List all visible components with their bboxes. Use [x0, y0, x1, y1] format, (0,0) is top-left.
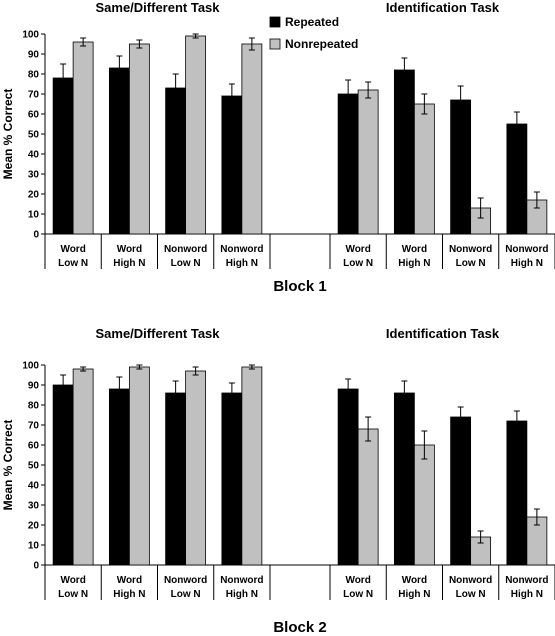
y-tick-label: 90	[28, 381, 40, 392]
bar-repeated	[52, 384, 74, 566]
y-tick-label: 100	[22, 361, 39, 372]
category-label-line-2: Low N	[58, 589, 88, 600]
category-label-line-2: High N	[511, 589, 543, 600]
category-label-line-2: High N	[113, 258, 145, 269]
y-tick-label: 30	[28, 501, 40, 512]
legend-label: Repeated	[285, 15, 339, 29]
y-tick-label: 30	[28, 170, 40, 181]
y-tick-label: 100	[22, 30, 39, 41]
bar-repeated	[506, 420, 528, 566]
category-label-line-1: Nonword	[220, 575, 263, 586]
bar-repeated	[221, 95, 243, 235]
category-label-line-2: Low N	[58, 258, 88, 269]
y-tick-label: 60	[28, 441, 40, 452]
legend-swatch-repeated	[269, 16, 281, 28]
y-tick-label: 10	[28, 210, 40, 221]
block-1-chart: 0 10 20 30 40 50 60 70 80 90 100 Mean % Correct Same…	[1, 0, 555, 295]
category-label-line-1: Nonword	[164, 244, 207, 255]
bar-repeated	[165, 87, 187, 235]
y-tick-label: 40	[28, 481, 40, 492]
category-label-line-1: Nonword	[449, 244, 492, 255]
block-2-chart: 0 10 20 30 40 50 60 70 80 90 100 Mean % Correct Same…	[1, 326, 555, 636]
category-label-line-2: Low N	[171, 258, 201, 269]
category-label-line-2: High N	[398, 589, 430, 600]
bar-nonrepeated	[241, 43, 263, 235]
category-label-line-1: Word	[402, 244, 427, 255]
category-label-line-1: Nonword	[505, 575, 548, 586]
category-label-line-2: Low N	[456, 258, 486, 269]
y-tick-label: 70	[28, 90, 40, 101]
bar-nonrepeated	[357, 89, 379, 235]
bar-nonrepeated	[185, 370, 207, 566]
y-tick-label: 0	[33, 230, 39, 241]
category-label-line-2: High N	[398, 258, 430, 269]
category-label-line-1: Word	[60, 575, 85, 586]
bar-repeated	[450, 99, 472, 235]
y-tick-label: 90	[28, 50, 40, 61]
bar-nonrepeated	[241, 366, 263, 566]
bar-repeated	[165, 392, 187, 566]
bar-nonrepeated	[128, 43, 150, 235]
block-title: Block 2	[273, 619, 326, 636]
panel-title: Same/Different Task	[95, 326, 220, 341]
category-label-line-2: Low N	[171, 589, 201, 600]
y-tick-label: 0	[33, 561, 39, 572]
y-tick-label: 60	[28, 110, 40, 121]
bar-nonrepeated	[185, 35, 207, 235]
category-label-line-1: Nonword	[164, 575, 207, 586]
category-label-line-1: Nonword	[505, 244, 548, 255]
bar-repeated	[393, 69, 415, 235]
panel-title: Identification Task	[386, 0, 500, 15]
legend-swatch-nonrepeated	[269, 38, 281, 50]
bar-repeated	[337, 388, 359, 566]
y-tick-label: 50	[28, 130, 40, 141]
bar-repeated	[393, 392, 415, 566]
y-tick-label: 20	[28, 190, 40, 201]
category-label-line-2: Low N	[343, 258, 373, 269]
y-tick-label: 50	[28, 461, 40, 472]
y-tick-label: 80	[28, 70, 40, 81]
y-tick-label: 20	[28, 521, 40, 532]
y-axis-label: Mean % Correct	[1, 89, 15, 180]
category-label-line-2: High N	[113, 589, 145, 600]
y-tick-label: 70	[28, 421, 40, 432]
category-label-line-1: Word	[345, 575, 370, 586]
bar-nonrepeated	[413, 103, 435, 235]
bar-repeated	[450, 416, 472, 566]
category-label-line-1: Word	[117, 575, 142, 586]
y-axis-label: Mean % Correct	[1, 420, 15, 511]
y-tick-label: 40	[28, 150, 40, 161]
bar-nonrepeated	[357, 428, 379, 566]
block-title: Block 1	[273, 278, 326, 295]
bar-repeated	[108, 67, 130, 235]
bar-repeated	[221, 392, 243, 566]
bar-repeated	[337, 93, 359, 235]
bar-nonrepeated	[72, 368, 94, 566]
y-tick-label: 80	[28, 401, 40, 412]
category-label-line-1: Word	[402, 575, 427, 586]
category-label-line-2: High N	[226, 258, 258, 269]
category-label-line-1: Nonword	[220, 244, 263, 255]
bar-nonrepeated	[128, 366, 150, 566]
category-label-line-2: Low N	[456, 589, 486, 600]
category-label-line-2: High N	[511, 258, 543, 269]
bar-nonrepeated	[72, 41, 94, 235]
bar-repeated	[52, 77, 74, 235]
y-tick-label: 10	[28, 541, 40, 552]
legend-label: Nonrepeated	[285, 37, 358, 51]
category-label-line-1: Word	[60, 244, 85, 255]
panel-title: Identification Task	[386, 326, 500, 341]
category-label-line-2: Low N	[343, 589, 373, 600]
bar-repeated	[108, 388, 130, 566]
category-label-line-1: Nonword	[449, 575, 492, 586]
bar-nonrepeated	[413, 444, 435, 566]
bar-repeated	[506, 123, 528, 235]
category-label-line-1: Word	[345, 244, 370, 255]
category-label-line-1: Word	[117, 244, 142, 255]
panel-title: Same/Different Task	[95, 0, 220, 15]
category-label-line-2: High N	[226, 589, 258, 600]
